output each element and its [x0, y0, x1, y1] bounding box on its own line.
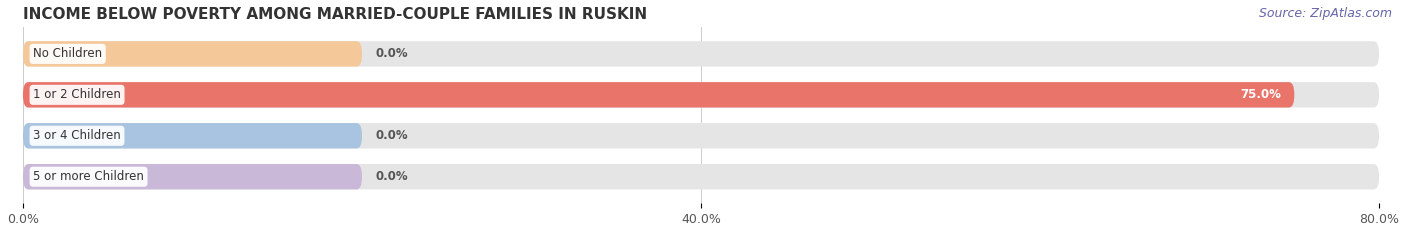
- Text: 0.0%: 0.0%: [375, 170, 408, 183]
- Text: No Children: No Children: [34, 47, 103, 60]
- Text: 3 or 4 Children: 3 or 4 Children: [34, 129, 121, 142]
- Text: 0.0%: 0.0%: [375, 129, 408, 142]
- Text: 0.0%: 0.0%: [375, 47, 408, 60]
- Text: INCOME BELOW POVERTY AMONG MARRIED-COUPLE FAMILIES IN RUSKIN: INCOME BELOW POVERTY AMONG MARRIED-COUPL…: [22, 7, 647, 22]
- FancyBboxPatch shape: [22, 82, 1379, 107]
- FancyBboxPatch shape: [22, 164, 361, 189]
- FancyBboxPatch shape: [22, 164, 1379, 189]
- FancyBboxPatch shape: [22, 123, 1379, 148]
- Text: 75.0%: 75.0%: [1240, 88, 1281, 101]
- FancyBboxPatch shape: [22, 82, 1295, 107]
- Text: Source: ZipAtlas.com: Source: ZipAtlas.com: [1258, 7, 1392, 20]
- FancyBboxPatch shape: [22, 41, 361, 67]
- Text: 5 or more Children: 5 or more Children: [34, 170, 143, 183]
- FancyBboxPatch shape: [22, 123, 361, 148]
- Text: 1 or 2 Children: 1 or 2 Children: [34, 88, 121, 101]
- FancyBboxPatch shape: [22, 41, 1379, 67]
